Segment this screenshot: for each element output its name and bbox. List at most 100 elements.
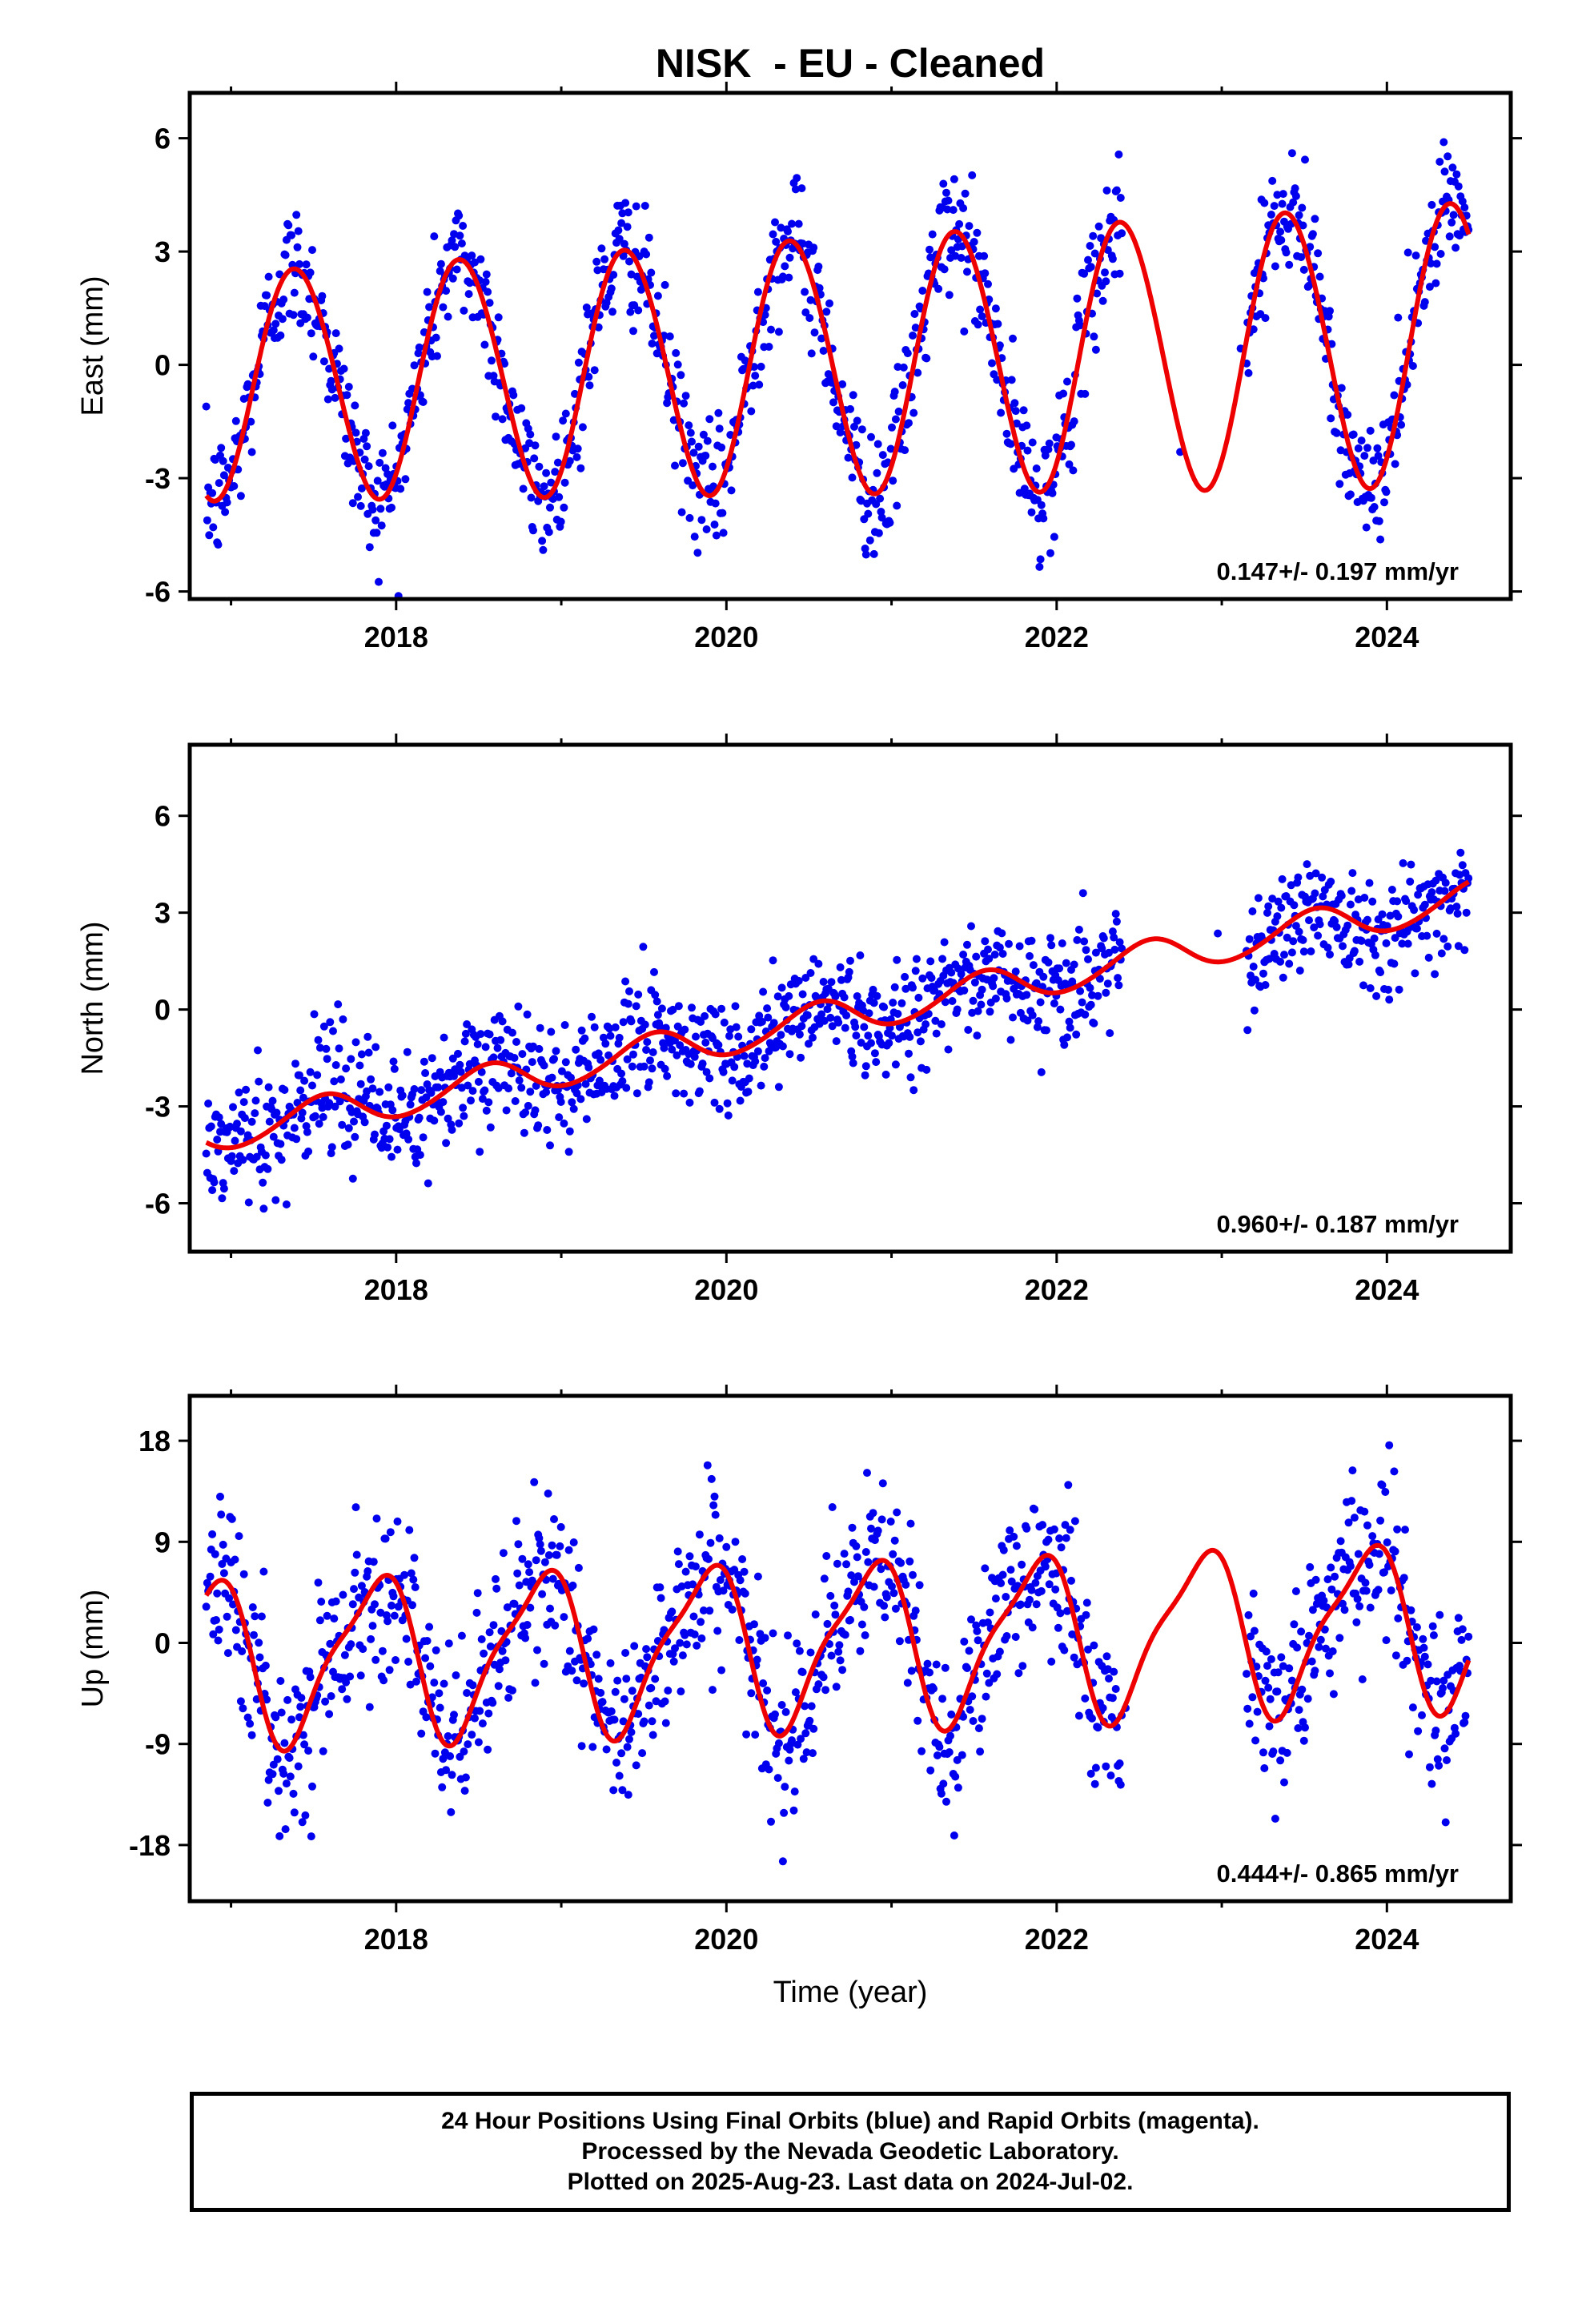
data-point — [331, 1061, 340, 1069]
data-point — [717, 1666, 726, 1675]
data-point — [335, 1044, 343, 1053]
data-point — [664, 1687, 673, 1695]
data-point — [846, 404, 854, 413]
data-point — [1310, 923, 1319, 932]
data-point — [308, 246, 316, 255]
data-point — [650, 967, 658, 976]
data-point — [857, 425, 866, 434]
data-point — [1065, 460, 1074, 468]
data-point — [830, 1601, 839, 1610]
data-point — [1010, 1532, 1018, 1541]
data-point — [918, 974, 927, 983]
data-point — [202, 402, 211, 411]
data-point — [269, 1132, 278, 1141]
data-point — [1374, 1586, 1383, 1594]
data-point — [623, 223, 632, 231]
data-point — [471, 258, 479, 267]
data-point — [677, 1687, 685, 1696]
data-point — [798, 990, 807, 999]
data-point — [710, 521, 719, 529]
data-point — [536, 1023, 544, 1032]
data-point — [1044, 1535, 1053, 1544]
data-point — [388, 421, 397, 430]
data-point — [1037, 1068, 1046, 1076]
data-point — [760, 1062, 769, 1071]
data-point — [715, 1534, 724, 1542]
data-point — [551, 468, 560, 476]
data-point — [203, 516, 211, 525]
data-point — [497, 1626, 506, 1635]
data-point — [1380, 1568, 1388, 1577]
data-point — [702, 525, 711, 533]
data-point — [309, 352, 318, 361]
data-point — [801, 974, 810, 982]
data-point — [937, 1020, 946, 1028]
data-point — [761, 311, 769, 320]
data-point — [938, 955, 947, 963]
data-point — [778, 1042, 787, 1051]
data-point — [648, 1731, 657, 1739]
data-point — [755, 380, 764, 389]
data-point — [672, 348, 681, 357]
data-point — [829, 398, 837, 407]
data-point — [891, 1060, 900, 1069]
data-point — [1280, 951, 1288, 959]
data-point — [761, 1054, 769, 1063]
data-point — [1265, 955, 1274, 963]
data-point — [371, 1600, 379, 1609]
data-point — [797, 1053, 805, 1062]
data-point — [450, 1711, 458, 1719]
data-point — [1320, 1625, 1329, 1634]
data-point — [531, 1679, 540, 1687]
data-point — [1391, 1547, 1399, 1556]
data-point — [1423, 1660, 1432, 1669]
data-point — [870, 1536, 879, 1545]
data-point — [710, 1492, 719, 1501]
data-point — [810, 328, 819, 337]
data-point — [601, 1039, 610, 1048]
model-curve — [204, 1542, 1472, 1754]
data-point — [889, 476, 897, 485]
data-point — [1063, 1033, 1071, 1042]
data-point — [890, 983, 899, 991]
x-tick-label: 2022 — [1025, 1923, 1089, 1956]
data-point — [805, 314, 814, 323]
data-point — [594, 323, 603, 332]
data-point — [1303, 860, 1311, 869]
data-point — [617, 1749, 626, 1758]
data-point — [1420, 1652, 1429, 1661]
data-point — [1332, 428, 1341, 437]
data-point — [933, 1751, 942, 1759]
data-point — [1261, 314, 1270, 323]
data-point — [1354, 1550, 1363, 1558]
data-point — [771, 218, 779, 227]
data-point — [999, 1546, 1008, 1554]
data-point — [1097, 234, 1106, 243]
data-point — [685, 421, 693, 430]
data-point — [1090, 1641, 1098, 1650]
data-point — [606, 1659, 615, 1667]
data-point — [1452, 170, 1461, 179]
data-point — [271, 1196, 280, 1204]
data-point — [351, 1503, 360, 1512]
data-point — [692, 1032, 700, 1041]
data-point — [1335, 1634, 1344, 1642]
data-point — [774, 328, 783, 336]
data-point — [331, 393, 339, 402]
data-point — [263, 1164, 272, 1173]
data-point — [1456, 231, 1464, 240]
data-point — [832, 1037, 841, 1046]
data-point — [978, 985, 986, 994]
data-point — [1260, 1764, 1269, 1772]
data-point — [263, 1799, 272, 1807]
data-point — [594, 1049, 603, 1058]
data-point — [1108, 927, 1117, 936]
data-point — [753, 1572, 762, 1581]
data-point — [347, 1640, 355, 1649]
data-point — [912, 955, 921, 963]
data-point — [1331, 1572, 1339, 1581]
data-point — [440, 1033, 448, 1042]
data-point — [781, 1707, 790, 1716]
data-point — [239, 1704, 247, 1713]
data-point — [571, 389, 579, 398]
